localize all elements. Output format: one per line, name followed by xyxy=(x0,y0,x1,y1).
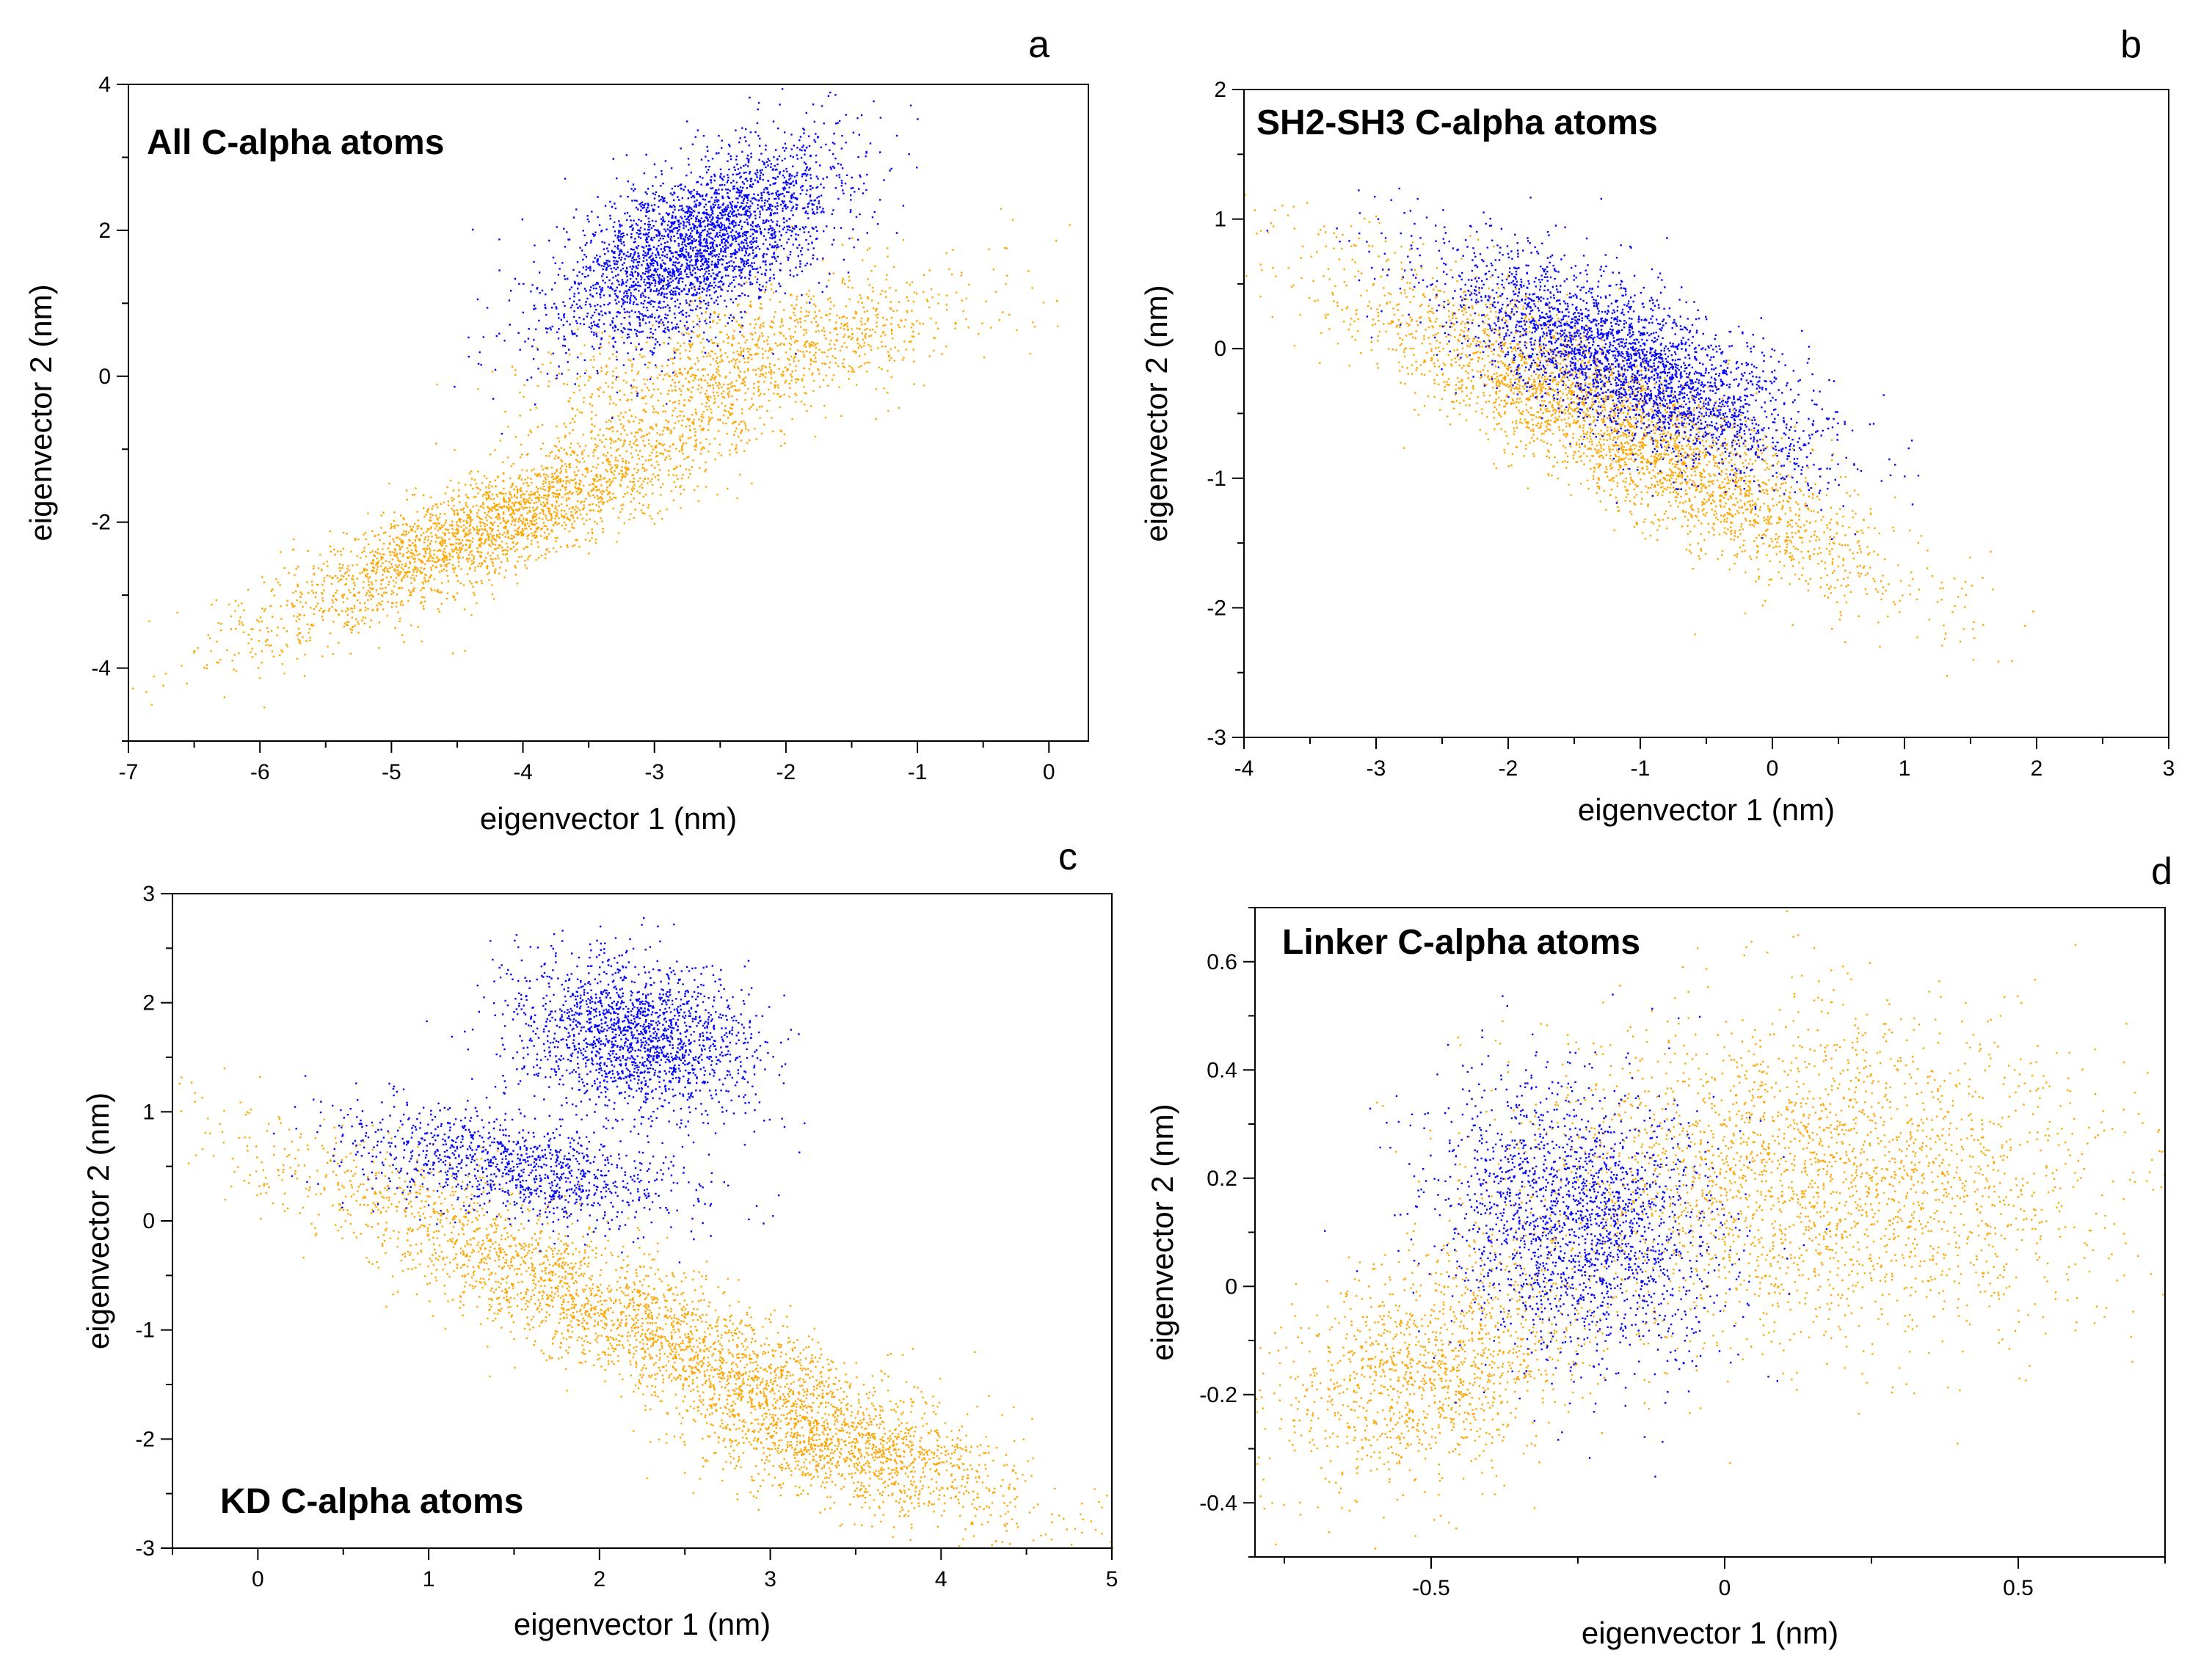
y-axis-label-d: eigenvector 2 (nm) xyxy=(1145,1104,1179,1360)
scatter-series-blue xyxy=(1324,993,1828,1478)
x-tick-label: -6 xyxy=(250,760,270,784)
x-axis-label-a: eigenvector 1 (nm) xyxy=(480,801,737,836)
plot-frame-d xyxy=(1254,907,2166,1558)
y-axis-label-c: eigenvector 2 (nm) xyxy=(81,1093,115,1349)
scatter-series-blue xyxy=(1266,187,1920,540)
y-tick-label: -0.4 xyxy=(1199,1491,1237,1515)
y-tick-label: 0 xyxy=(1225,1274,1237,1299)
x-axis-label-d: eigenvector 1 (nm) xyxy=(1582,1616,1838,1650)
plot-frame-a xyxy=(128,84,1089,742)
points-c xyxy=(178,917,1114,1549)
x-tick-label: 0 xyxy=(1043,760,1055,784)
y-tick-label: -1 xyxy=(135,1318,155,1343)
x-tick-label: 0 xyxy=(1719,1576,1731,1600)
x-tick-label: -7 xyxy=(119,760,139,784)
x-tick-label: 3 xyxy=(764,1567,776,1591)
y-tick-label: 2 xyxy=(1214,78,1226,102)
points-a xyxy=(132,88,1071,709)
y-tick-label: -0.2 xyxy=(1199,1383,1237,1407)
panel-letter-c: c xyxy=(1058,836,1077,878)
panel-title-d: Linker C-alpha atoms xyxy=(1282,923,1640,962)
x-tick-label: -4 xyxy=(513,760,533,784)
y-tick-label: 2 xyxy=(98,219,111,243)
panel-title-b: SH2-SH3 C-alpha atoms xyxy=(1256,103,1658,142)
x-tick-label: -2 xyxy=(1499,756,1518,781)
panel-title-c: KD C-alpha atoms xyxy=(220,1482,523,1521)
scatter-series-orange xyxy=(178,1067,1114,1549)
panel-letter-a: a xyxy=(1028,23,1049,66)
y-axis-label-a: eigenvector 2 (nm) xyxy=(23,284,58,541)
x-axis-label-c: eigenvector 1 (nm) xyxy=(514,1607,771,1641)
x-tick-label: -0.5 xyxy=(1412,1576,1450,1600)
x-tick-label: 1 xyxy=(1899,756,1911,781)
x-tick-label: -3 xyxy=(1367,756,1386,781)
y-tick-label: 4 xyxy=(98,73,111,97)
x-tick-label: 5 xyxy=(1106,1567,1118,1591)
x-tick-label: 3 xyxy=(2163,756,2175,781)
ticks-a: -7 -6 -5 -4 -3 -2 -1 0 -4 -2 0 2 4 xyxy=(91,73,1055,784)
panel-b: -4 -3 -2 -1 0 1 2 3 -3 -2 -1 0 1 2 SH2-SH3 C-alpha at… xyxy=(1139,23,2175,827)
points-b xyxy=(1244,187,2034,677)
y-axis-label-b: eigenvector 2 (nm) xyxy=(1139,285,1174,541)
x-tick-label: 0.5 xyxy=(2003,1576,2034,1600)
y-tick-label: -4 xyxy=(91,657,111,681)
y-tick-label: 0.6 xyxy=(1207,950,1237,974)
x-tick-label: -4 xyxy=(1234,756,1254,781)
panel-d: -0.5 0 0.5 -0.4 -0.2 0 0.2 0.4 0.6 Linker C-alph… xyxy=(1145,850,2172,1650)
y-tick-label: -2 xyxy=(135,1427,155,1451)
y-tick-label: -2 xyxy=(91,511,111,535)
y-tick-label: 0.4 xyxy=(1207,1058,1237,1082)
y-tick-label: -1 xyxy=(1207,467,1226,491)
scatter-series-orange xyxy=(1244,194,2034,677)
x-tick-label: -2 xyxy=(776,760,796,784)
plot-frame-c xyxy=(172,893,1113,1549)
x-axis-label-b: eigenvector 1 (nm) xyxy=(1578,792,1835,827)
scatter-series-blue xyxy=(454,88,919,435)
panel-c: 0 1 2 3 4 5 -3 -2 -1 0 1 2 3 KD C-alpha atoms c eige… xyxy=(81,836,1118,1641)
y-tick-label: 0 xyxy=(142,1209,155,1233)
scatter-series-orange xyxy=(132,208,1071,709)
scatter-series-orange xyxy=(1256,910,2166,1558)
y-tick-label: 3 xyxy=(142,882,155,906)
points-d xyxy=(1256,910,2166,1558)
x-tick-label: -1 xyxy=(1631,756,1651,781)
x-tick-label: 2 xyxy=(593,1567,605,1591)
ticks-c: 0 1 2 3 4 5 -3 -2 -1 0 1 2 3 xyxy=(135,882,1118,1591)
y-tick-label: 0.2 xyxy=(1207,1167,1237,1191)
x-tick-label: 1 xyxy=(423,1567,435,1591)
x-tick-label: 0 xyxy=(252,1567,264,1591)
scatter-series-blue xyxy=(273,917,806,1263)
panel-a: -7 -6 -5 -4 -3 -2 -1 0 -4 -2 0 2 4 All C-alpha atoms… xyxy=(23,23,1089,836)
y-tick-label: -3 xyxy=(1207,726,1226,750)
y-tick-label: 0 xyxy=(1214,337,1226,361)
y-tick-label: 1 xyxy=(1214,208,1226,232)
y-tick-label: 0 xyxy=(98,365,111,389)
y-tick-label: 2 xyxy=(142,991,155,1015)
x-tick-label: -3 xyxy=(644,760,664,784)
ticks-b: -4 -3 -2 -1 0 1 2 3 -3 -2 -1 0 1 2 xyxy=(1207,78,2175,781)
x-tick-label: -5 xyxy=(382,760,401,784)
x-tick-label: 4 xyxy=(935,1567,947,1591)
x-tick-label: 0 xyxy=(1767,756,1779,781)
x-tick-label: 2 xyxy=(2031,756,2043,781)
x-tick-label: -1 xyxy=(908,760,928,784)
y-tick-label: 1 xyxy=(142,1100,155,1124)
panel-title-a: All C-alpha atoms xyxy=(147,123,444,162)
y-tick-label: -3 xyxy=(135,1536,155,1561)
panel-letter-d: d xyxy=(2151,850,2172,893)
ticks-d: -0.5 0 0.5 -0.4 -0.2 0 0.2 0.4 0.6 xyxy=(1199,907,2166,1600)
y-tick-label: -2 xyxy=(1207,596,1226,620)
panel-letter-b: b xyxy=(2120,23,2142,66)
